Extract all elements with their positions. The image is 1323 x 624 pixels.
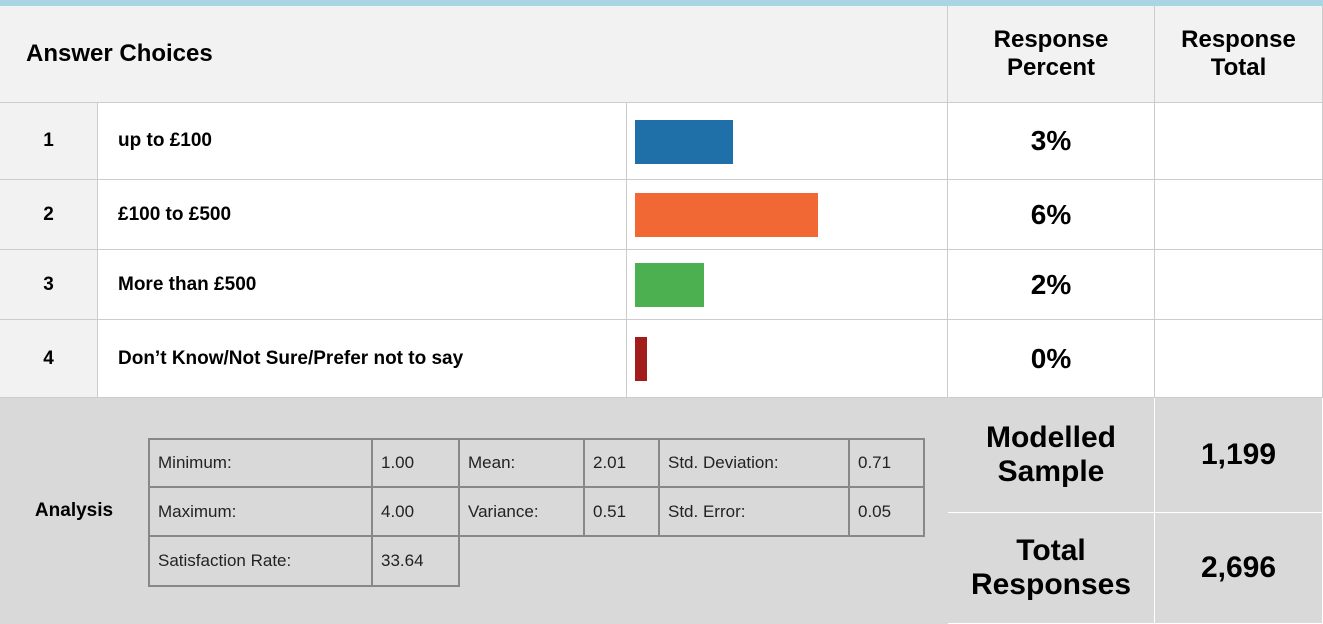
- summary-label: Total Responses: [948, 513, 1155, 624]
- row-total: [1155, 103, 1323, 180]
- summary-value: 1,199: [1155, 398, 1323, 513]
- row-percent: 3%: [948, 103, 1155, 180]
- stat-label: Satisfaction Rate:: [148, 537, 373, 587]
- bar-cell: [627, 180, 948, 250]
- stat-label: Mean:: [460, 438, 585, 488]
- stat-label: Maximum:: [148, 488, 373, 537]
- row-number: 1: [0, 103, 98, 180]
- row-percent: 6%: [948, 180, 1155, 250]
- row-label: up to £100: [98, 103, 627, 180]
- row-total: [1155, 180, 1323, 250]
- row-total: [1155, 250, 1323, 320]
- stat-value: 2.01: [585, 438, 660, 488]
- bar: [635, 119, 733, 164]
- stat-value: 33.64: [373, 537, 460, 587]
- row-number: 2: [0, 180, 98, 250]
- bar: [635, 263, 704, 307]
- bar-cell: [627, 103, 948, 180]
- bar-cell: [627, 320, 948, 398]
- row-label: £100 to £500: [98, 180, 627, 250]
- analysis-label: Analysis: [34, 500, 114, 521]
- row-label: Don’t Know/Not Sure/Prefer not to say: [98, 320, 627, 398]
- stat-value: 0.51: [585, 488, 660, 537]
- header-total: Response Total: [1155, 6, 1323, 103]
- bar-cell: [627, 250, 948, 320]
- bar: [635, 337, 647, 381]
- row-number: 4: [0, 320, 98, 398]
- row-number: 3: [0, 250, 98, 320]
- row-percent: 0%: [948, 320, 1155, 398]
- stat-value: 0.71: [850, 438, 925, 488]
- stat-label: Std. Deviation:: [660, 438, 850, 488]
- top-strip: [0, 0, 1323, 6]
- stat-label: Variance:: [460, 488, 585, 537]
- stat-label: Minimum:: [148, 438, 373, 488]
- stat-label: Std. Error:: [660, 488, 850, 537]
- header-choices: Answer Choices: [0, 6, 948, 103]
- stat-value: 0.05: [850, 488, 925, 537]
- stat-value: 1.00: [373, 438, 460, 488]
- row-percent: 2%: [948, 250, 1155, 320]
- header-percent: Response Percent: [948, 6, 1155, 103]
- stat-value: 4.00: [373, 488, 460, 537]
- row-total: [1155, 320, 1323, 398]
- summary-value: 2,696: [1155, 513, 1323, 624]
- row-label: More than £500: [98, 250, 627, 320]
- summary-label: Modelled Sample: [948, 398, 1155, 513]
- bar: [635, 193, 818, 237]
